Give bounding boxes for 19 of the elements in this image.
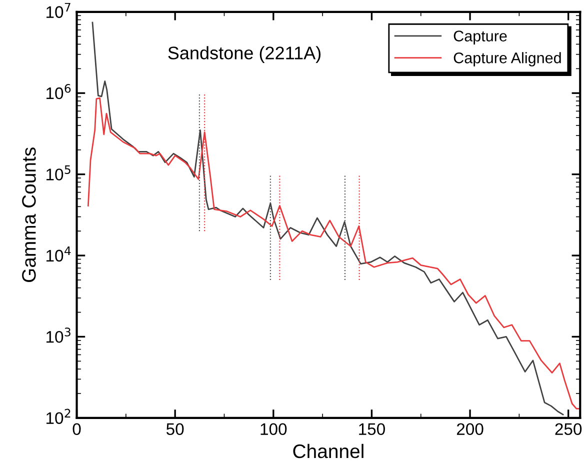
- y-tick-label: 10$^{3}$: [46, 328, 70, 343]
- line-series: [87, 97, 580, 410]
- line-series: [92, 22, 564, 416]
- y-tick-label: 10$^{5}$: [46, 165, 70, 180]
- x-tick-label: 150: [359, 423, 385, 436]
- x-tick-label: 100: [260, 423, 287, 436]
- x-tick-label: 250: [555, 423, 582, 436]
- x-tick-label: 0: [72, 423, 81, 436]
- y-axis-title: Gamma Counts: [22, 148, 36, 282]
- y-tick-label: 10$^{2}$: [46, 408, 70, 424]
- y-tick-label: 10$^{7}$: [46, 2, 70, 18]
- x-tick-label: 50: [166, 423, 184, 436]
- x-tick-label: 200: [456, 423, 484, 436]
- legend-label: Capture: [454, 30, 507, 44]
- annotation: Sandstone (2211A): [168, 46, 321, 63]
- legend-label: Capture Aligned: [454, 52, 561, 66]
- y-tick-label: 10$^{4}$: [46, 246, 71, 262]
- x-axis-title: Channel: [293, 444, 364, 458]
- y-tick-label: 10$^{6}$: [46, 84, 71, 100]
